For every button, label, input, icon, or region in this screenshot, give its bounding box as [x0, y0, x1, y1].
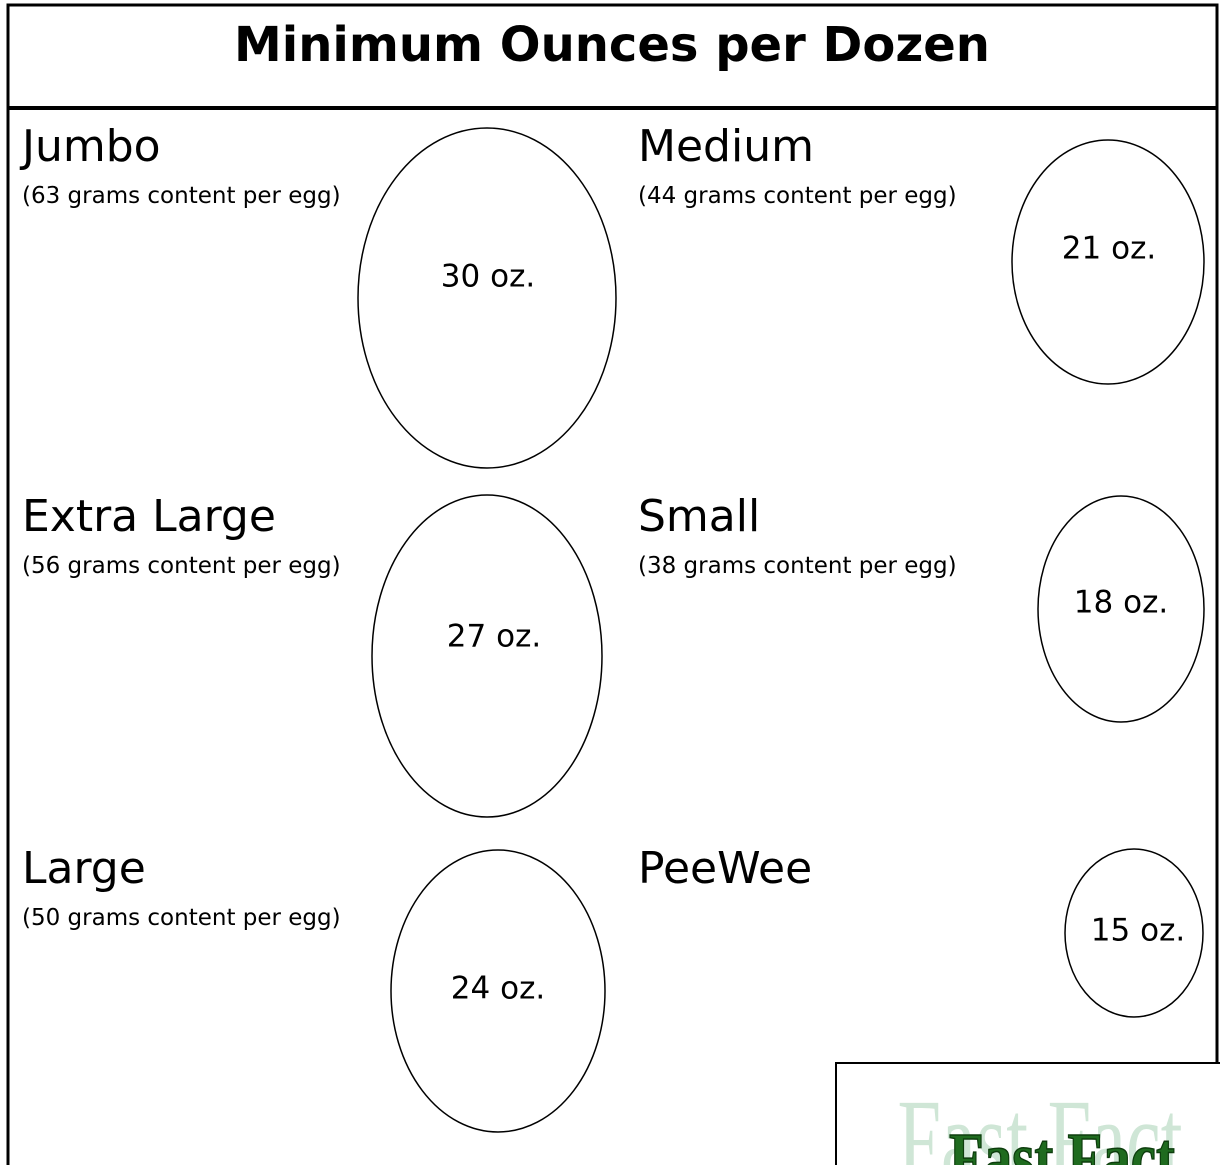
- badge-text: Fast Fact: [949, 1118, 1175, 1165]
- size-note: (44 grams content per egg): [638, 183, 957, 209]
- size-name: Extra Large: [22, 491, 276, 542]
- size-note: (50 grams content per egg): [22, 905, 341, 931]
- badge-box: [835, 1062, 1220, 1165]
- ounces: 18 oz.: [1074, 585, 1168, 621]
- size-name: Medium: [638, 121, 814, 172]
- size-name: Small: [638, 491, 760, 542]
- egg: [357, 127, 617, 469]
- egg: [371, 494, 603, 818]
- ounces: 27 oz.: [447, 619, 541, 655]
- ounces: 15 oz.: [1091, 913, 1185, 949]
- egg: [1064, 848, 1204, 1018]
- size-note: (56 grams content per egg): [22, 553, 341, 579]
- frame: [6, 3, 1219, 1165]
- egg: [1011, 139, 1205, 385]
- size-note: (38 grams content per egg): [638, 553, 957, 579]
- size-name: Jumbo: [19, 121, 161, 172]
- badge-shadow: Fast Fact: [898, 1075, 1183, 1165]
- ounces: 30 oz.: [441, 259, 535, 295]
- ounces: 24 oz.: [451, 971, 545, 1007]
- egg: [390, 849, 606, 1133]
- size-name: Large: [22, 843, 146, 894]
- size-note: (63 grams content per egg): [22, 183, 341, 209]
- title: Minimum Ounces per Dozen: [234, 17, 990, 73]
- ounces: 21 oz.: [1062, 231, 1156, 267]
- size-name: PeeWee: [638, 843, 812, 894]
- egg: [1037, 495, 1205, 723]
